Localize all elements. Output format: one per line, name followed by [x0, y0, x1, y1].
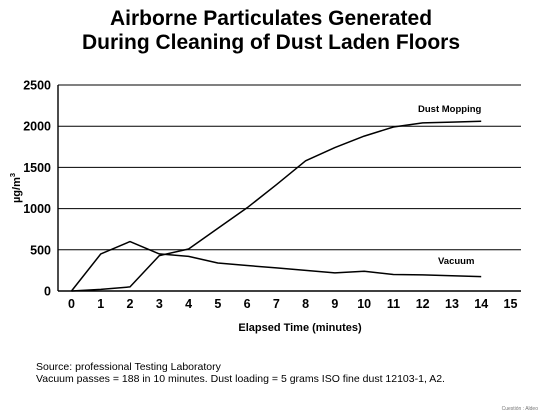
image-credit: Cuestión : Aldeo [501, 406, 538, 412]
x-tick-label: 6 [244, 297, 251, 311]
chart-title-line-2: During Cleaning of Dust Laden Floors [82, 31, 460, 54]
y-tick-label: 1000 [23, 202, 51, 216]
y-tick-label: 2500 [23, 79, 51, 93]
x-tick-label: 2 [127, 297, 134, 311]
x-tick-label: 4 [185, 297, 192, 311]
axes [57, 85, 521, 292]
x-tick-label: 12 [416, 297, 430, 311]
x-tick-label: 13 [445, 297, 459, 311]
x-tick-label: 1 [97, 297, 104, 311]
series-line-dust-mopping [71, 120, 482, 292]
source-note: Source: professional Testing Laboratory [36, 361, 221, 373]
test-conditions-note: Vacuum passes = 188 in 10 minutes. Dust … [36, 373, 445, 385]
chart-title-line-1: Airborne Particulates Generated [109, 7, 433, 30]
x-tick-label: 11 [387, 297, 400, 311]
x-tick-label: 10 [357, 297, 371, 311]
x-tick-label: 5 [214, 297, 221, 311]
x-tick-label: 9 [331, 297, 338, 311]
series-label-vacuum: Vacuum [438, 256, 474, 267]
y-tick-label: 1500 [23, 161, 51, 175]
series-lines [70, 120, 482, 292]
y-tick-label: 2000 [23, 120, 51, 134]
gridlines [58, 84, 521, 251]
x-tick-label: 7 [273, 297, 280, 311]
series-line-vacuum [70, 240, 482, 292]
x-tick-label: 14 [474, 297, 488, 311]
y-axis-title: µg/m3 [8, 173, 23, 203]
x-tick-label: 0 [68, 297, 75, 311]
x-tick-label: 3 [156, 297, 163, 311]
x-tick-labels: 0 1 2 3 4 5 6 7 8 9 10 11 12 13 14 15 [68, 297, 517, 311]
y-tick-label: 500 [30, 243, 51, 257]
x-axis-title: Elapsed Time (minutes) [238, 322, 362, 334]
x-tick-label: 15 [504, 297, 518, 311]
y-tick-label: 0 [44, 285, 51, 299]
y-tick-labels: 0 500 1000 1500 2000 2500 [23, 79, 51, 299]
x-tick-label: 8 [302, 297, 309, 311]
series-label-dust-mopping: Dust Mopping [418, 104, 482, 115]
